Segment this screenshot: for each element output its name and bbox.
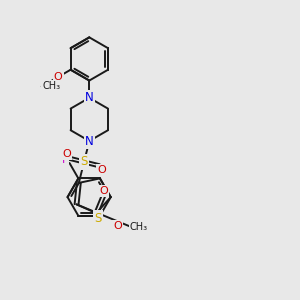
Text: F: F xyxy=(61,155,68,165)
Text: CH₃: CH₃ xyxy=(130,222,148,232)
Text: O: O xyxy=(97,165,106,175)
Text: N: N xyxy=(85,134,94,148)
Text: O: O xyxy=(54,72,63,82)
Text: N: N xyxy=(85,91,94,104)
Text: CH₃: CH₃ xyxy=(43,81,61,92)
Text: O: O xyxy=(113,221,122,231)
Text: O: O xyxy=(62,149,71,159)
Text: S: S xyxy=(94,212,102,225)
Text: O: O xyxy=(99,186,108,197)
Text: N: N xyxy=(85,134,94,148)
Text: S: S xyxy=(80,155,88,169)
